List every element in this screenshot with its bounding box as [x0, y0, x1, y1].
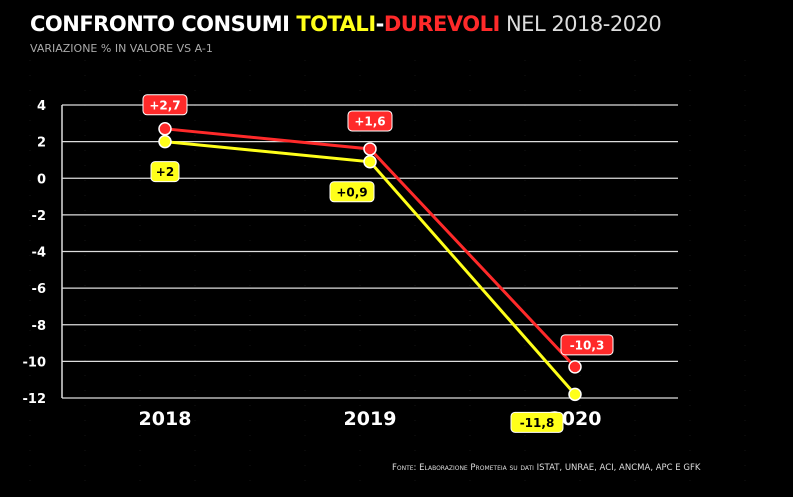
y-tick-label: -6: [32, 282, 46, 297]
data-label: +0,9: [336, 185, 367, 199]
title-durevoli: DUREVOLI: [383, 12, 500, 36]
data-point: [158, 134, 172, 149]
data-label-box: [347, 110, 393, 132]
data-label-box: [150, 161, 180, 183]
data-label: +1,6: [354, 114, 385, 128]
y-tick-label: -2: [32, 209, 46, 224]
y-tick-label: -12: [23, 392, 47, 407]
data-label-box: [142, 94, 188, 116]
data-label: -10,3: [570, 338, 605, 352]
y-tick-label: -8: [32, 319, 46, 334]
data-label-box: [329, 181, 375, 203]
source-note: Fonte: Elaborazione Prometeia su dati IS…: [392, 463, 701, 473]
title-totali: TOTALI: [296, 12, 376, 36]
data-label: +2,7: [149, 98, 180, 112]
data-point: [158, 122, 172, 136]
data-label-box: [560, 334, 614, 356]
x-tick-label: 2019: [344, 408, 397, 430]
data-label: +2: [156, 165, 174, 179]
chart-subtitle: VARIAZIONE % IN VALORE VS A-1: [30, 42, 213, 55]
data-point: [568, 360, 582, 374]
y-tick-label: -4: [32, 246, 46, 261]
chart-title: CONFRONTO CONSUMI TOTALI-DUREVOLI NEL 20…: [30, 12, 662, 36]
data-label: -11,8: [520, 416, 555, 430]
y-tick-label: -10: [23, 355, 47, 370]
y-tick-label: 4: [37, 99, 46, 114]
data-point: [363, 155, 377, 169]
data-label-box: [510, 411, 564, 433]
series-line-totali: [164, 140, 577, 396]
data-point: [363, 142, 377, 156]
x-tick-label: 2018: [139, 408, 192, 430]
y-tick-label: 2: [37, 136, 46, 151]
data-point: [568, 387, 582, 402]
y-tick-label: 0: [37, 172, 46, 187]
